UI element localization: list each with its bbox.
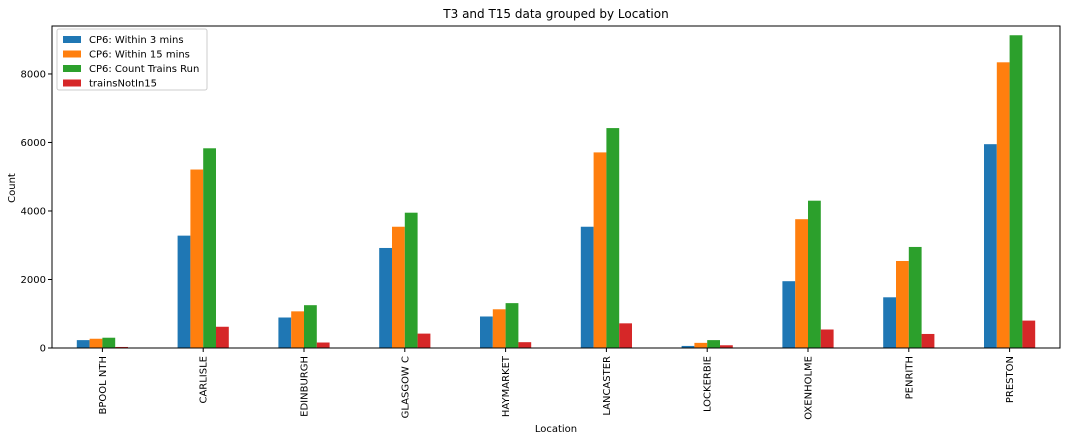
bar-2-glasgow-c <box>392 226 405 348</box>
bar-2-lockerbie <box>694 342 708 348</box>
x-axis-label: Location <box>535 424 577 435</box>
bar-3-lancaster <box>606 128 620 348</box>
x-tick-label: HAYMARKET <box>501 355 512 417</box>
bar-2-haymarket <box>492 309 506 348</box>
x-axis: BPOOL NTH CARLISLE EDINBURGH GLASGOW C HAYMA… <box>98 348 1016 420</box>
bar-3-penrith <box>908 246 922 348</box>
y-tick-label: 2000 <box>21 275 46 286</box>
bar-3-oxenholme <box>808 200 821 348</box>
x-tick-label: EDINBURGH <box>300 356 311 417</box>
chart-title: T3 and T15 data grouped by Location <box>442 7 668 21</box>
bar-1-haymarket <box>480 316 493 348</box>
legend-swatch <box>63 65 81 72</box>
bar-1-lockerbie <box>681 345 695 348</box>
bar-2-penrith <box>896 260 909 348</box>
x-tick-label: LOCKERBIE <box>703 356 714 412</box>
bar-1-glasgow-c <box>379 247 392 348</box>
y-tick-label: 0 <box>40 344 46 355</box>
bar-1-lancaster <box>580 226 594 348</box>
y-tick-label: 8000 <box>21 69 46 80</box>
legend-label: CP6: Within 3 mins <box>89 35 184 46</box>
x-tick-label: PENRITH <box>904 356 915 399</box>
bar-2-bpool-nth <box>89 338 103 348</box>
bars-group <box>76 35 1036 349</box>
bar-4-haymarket <box>518 342 532 348</box>
bar-3-preston <box>1009 35 1023 348</box>
bar-4-carlisle <box>216 326 229 348</box>
bar-2-oxenholme <box>795 219 808 348</box>
bar-2-lancaster <box>593 152 607 348</box>
bar-3-lockerbie <box>707 340 720 348</box>
legend-label: trainsNotIn15 <box>89 79 157 90</box>
x-tick-label: GLASGOW C <box>400 356 411 418</box>
legend-label: CP6: Within 15 mins <box>89 50 190 61</box>
bar-2-carlisle <box>190 169 204 348</box>
bar-4-lancaster <box>619 323 632 348</box>
legend-swatch <box>63 79 81 87</box>
bar-1-bpool-nth <box>76 340 90 348</box>
bar-1-penrith <box>883 297 896 348</box>
bar-1-oxenholme <box>782 281 796 348</box>
legend-box <box>56 28 208 91</box>
x-tick-label: CARLISLE <box>199 356 210 404</box>
bar-4-lockerbie <box>720 345 733 348</box>
bar-4-bpool-nth <box>115 346 128 348</box>
x-tick-label: PRESTON <box>1005 356 1016 403</box>
bar-4-glasgow-c <box>417 333 431 348</box>
bar-2-preston <box>996 62 1010 349</box>
bar-2-edinburgh <box>291 311 304 348</box>
legend: CP6: Within 3 mins CP6: Within 15 mins CP6… <box>56 28 208 91</box>
bar-1-carlisle <box>177 235 191 348</box>
x-tick-label: OXENHOLME <box>804 356 815 420</box>
legend-label: CP6: Count Trains Run <box>89 64 199 75</box>
y-tick-label: 4000 <box>21 206 46 217</box>
x-tick-label: LANCASTER <box>602 356 613 416</box>
y-axis: 0 2000 4000 6000 8000 <box>21 69 52 355</box>
bar-1-preston <box>984 144 997 348</box>
bar-3-haymarket <box>505 303 519 348</box>
bar-3-edinburgh <box>304 305 317 348</box>
plot-frame <box>51 25 1061 349</box>
bar-4-edinburgh <box>316 342 330 348</box>
bar-4-preston <box>1022 320 1036 348</box>
legend-swatch <box>63 50 81 58</box>
y-tick-label: 6000 <box>21 138 46 149</box>
y-axis-label: Count <box>7 173 18 203</box>
bar-1-edinburgh <box>278 317 292 348</box>
x-tick-label: BPOOL NTH <box>98 356 109 415</box>
bar-3-carlisle <box>203 148 216 348</box>
bar-3-bpool-nth <box>102 337 116 348</box>
bar-4-penrith <box>921 333 935 348</box>
bar-3-glasgow-c <box>404 212 418 348</box>
bar-4-oxenholme <box>820 329 834 348</box>
legend-swatch <box>63 36 81 43</box>
